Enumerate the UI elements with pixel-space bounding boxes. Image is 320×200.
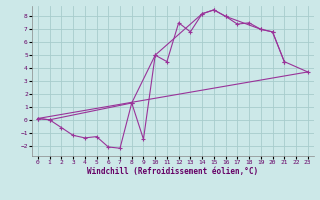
X-axis label: Windchill (Refroidissement éolien,°C): Windchill (Refroidissement éolien,°C): [87, 167, 258, 176]
